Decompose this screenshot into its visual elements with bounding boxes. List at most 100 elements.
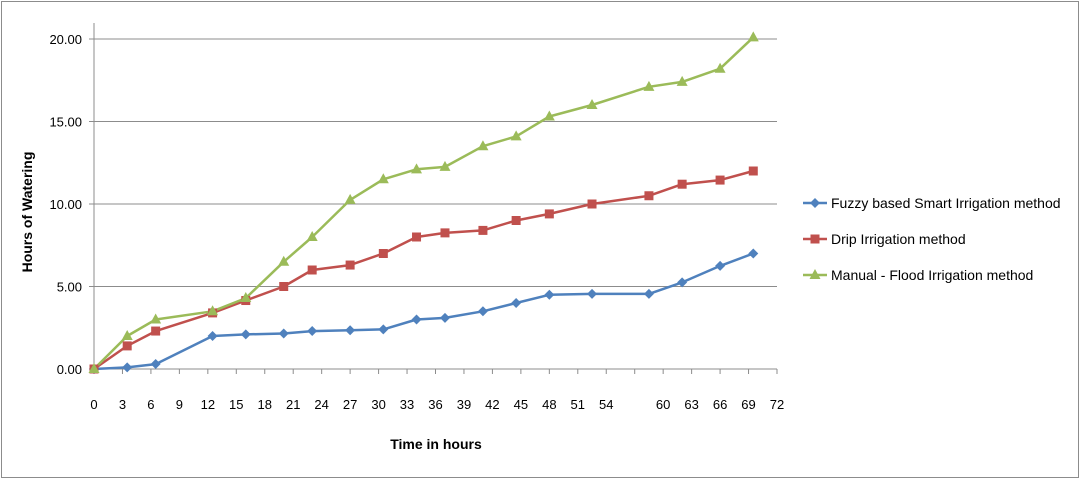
x-tick-label: 42 — [485, 397, 499, 412]
x-tick-label: 0 — [90, 397, 97, 412]
x-tick-label: 48 — [542, 397, 556, 412]
x-tick-label: 6 — [147, 397, 154, 412]
data-point — [345, 325, 356, 336]
data-point — [207, 305, 219, 316]
x-tick-label: 21 — [286, 397, 300, 412]
data-point — [587, 288, 598, 299]
data-point — [411, 314, 422, 325]
x-tick-label: 18 — [258, 397, 272, 412]
data-point — [543, 110, 555, 121]
data-point — [715, 175, 725, 185]
data-point — [150, 313, 162, 324]
data-point — [677, 277, 688, 288]
legend: Fuzzy based Smart Irrigation method Drip … — [803, 195, 1061, 283]
data-point — [440, 228, 450, 238]
data-point — [748, 248, 759, 259]
y-axis-title: Hours of Watering — [19, 152, 35, 273]
legend-marker — [809, 269, 821, 279]
x-tick-label: 69 — [741, 397, 755, 412]
data-point — [477, 306, 488, 317]
x-tick-label: 3 — [119, 397, 126, 412]
data-point — [240, 292, 252, 303]
data-point — [240, 329, 251, 340]
data-point — [150, 359, 161, 370]
x-tick-label: 36 — [428, 397, 442, 412]
data-point — [307, 326, 318, 337]
y-tick-label: 20.00 — [49, 32, 82, 47]
data-point — [88, 363, 100, 373]
data-point — [279, 282, 289, 291]
data-point — [586, 99, 598, 109]
data-point — [378, 249, 388, 258]
data-point — [151, 326, 161, 336]
data-point — [748, 166, 758, 176]
data-point — [715, 260, 726, 271]
legend-marker — [810, 234, 820, 244]
data-point — [278, 328, 289, 339]
x-tick-label: 30 — [371, 397, 385, 412]
data-point — [644, 191, 654, 201]
x-tick-label: 54 — [599, 397, 613, 412]
series-markers — [88, 31, 759, 374]
data-point — [478, 225, 488, 235]
data-point — [677, 179, 687, 189]
data-point — [378, 324, 389, 335]
x-tick-label: 15 — [229, 397, 243, 412]
data-point — [377, 173, 389, 184]
data-point — [511, 298, 522, 308]
x-tick-label: 9 — [176, 397, 183, 412]
axes — [89, 23, 778, 374]
legend-marker — [810, 198, 820, 208]
data-point — [511, 216, 521, 225]
data-point — [544, 289, 555, 300]
y-tick-label: 5.00 — [57, 280, 82, 295]
x-tick-labels: 0 3 6 9 12 15 18 21 24 27 30 33 36 39 42 45 48 51 54 60 63 66… — [90, 397, 784, 412]
x-tick-label: 12 — [201, 397, 215, 412]
data-point — [477, 140, 489, 151]
data-point — [587, 199, 597, 209]
legend-label: Drip Irrigation method — [831, 231, 966, 247]
data-point — [278, 255, 290, 266]
data-point — [643, 80, 655, 91]
x-tick-label: 33 — [400, 397, 414, 412]
data-point — [306, 231, 318, 241]
data-point — [207, 331, 218, 341]
legend-label: Fuzzy based Smart Irrigation method — [831, 195, 1061, 211]
data-point — [676, 75, 688, 86]
data-point — [344, 193, 356, 204]
legend-label: Manual - Flood Irrigation method — [831, 267, 1033, 283]
x-tick-label: 66 — [713, 397, 727, 412]
data-point — [439, 160, 451, 171]
data-point — [121, 330, 133, 340]
series-line-1 — [93, 252, 754, 371]
data-point — [643, 288, 654, 299]
x-tick-label: 60 — [656, 397, 670, 412]
data-point — [307, 265, 317, 275]
data-point — [411, 163, 423, 174]
x-tick-label: 24 — [314, 397, 328, 412]
data-point — [747, 31, 759, 42]
x-tick-label: 72 — [770, 397, 784, 412]
y-tick-label: 10.00 — [49, 197, 82, 212]
data-point — [412, 232, 422, 242]
x-tick-label: 51 — [571, 397, 585, 412]
data-point — [439, 312, 450, 323]
x-tick-label: 63 — [684, 397, 698, 412]
data-point — [345, 260, 355, 270]
y-tick-labels: 0.00 5.00 10.00 15.00 20.00 — [49, 32, 82, 377]
data-point — [122, 362, 133, 373]
x-tick-label: 39 — [457, 397, 471, 412]
data-point — [122, 341, 132, 351]
data-point — [714, 62, 726, 73]
x-axis-title: Time in hours — [390, 436, 482, 452]
data-point — [510, 130, 522, 141]
series-lines — [93, 36, 755, 371]
x-tick-label: 27 — [343, 397, 357, 412]
data-point — [544, 209, 554, 219]
series-line-2 — [93, 169, 754, 371]
y-tick-label: 15.00 — [49, 115, 82, 130]
y-tick-label: 0.00 — [57, 362, 82, 377]
x-tick-label: 45 — [514, 397, 528, 412]
